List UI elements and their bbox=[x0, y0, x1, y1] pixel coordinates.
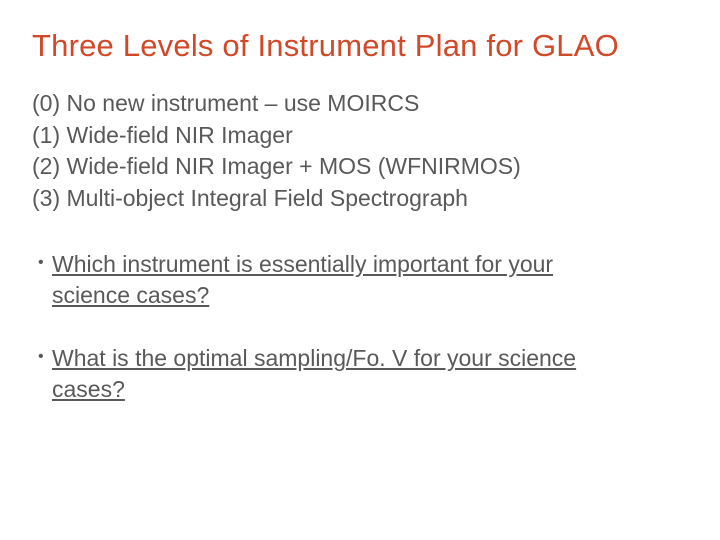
item-number: (2) bbox=[32, 153, 60, 179]
numbered-list: (0) No new instrument – use MOIRCS (1) W… bbox=[32, 88, 688, 215]
underlined-text: Which instrument is essentially importan… bbox=[52, 251, 553, 277]
item-number: (3) bbox=[32, 185, 60, 211]
list-item: (0) No new instrument – use MOIRCS bbox=[32, 88, 688, 120]
item-number: (1) bbox=[32, 122, 60, 148]
item-text: No new instrument – use MOIRCS bbox=[67, 90, 420, 116]
bullet-list: • Which instrument is essentially import… bbox=[32, 249, 688, 405]
item-text: Wide-field NIR Imager bbox=[67, 122, 293, 148]
underlined-text: What is the optimal sampling/Fo. V for y… bbox=[52, 345, 576, 371]
bullet-text: What is the optimal sampling/Fo. V for y… bbox=[52, 343, 688, 405]
item-number: (0) bbox=[32, 90, 60, 116]
list-item: • Which instrument is essentially import… bbox=[32, 249, 688, 311]
list-item: (3) Multi-object Integral Field Spectrog… bbox=[32, 183, 688, 215]
bullet-icon: • bbox=[38, 343, 52, 405]
slide-title: Three Levels of Instrument Plan for GLAO bbox=[32, 28, 688, 64]
bullet-icon: • bbox=[38, 249, 52, 311]
item-text: Multi-object Integral Field Spectrograph bbox=[67, 185, 468, 211]
list-item: (2) Wide-field NIR Imager + MOS (WFNIRMO… bbox=[32, 151, 688, 183]
bullet-text: Which instrument is essentially importan… bbox=[52, 249, 688, 311]
underlined-text: cases? bbox=[52, 376, 125, 402]
underlined-text: science cases? bbox=[52, 282, 209, 308]
list-item: • What is the optimal sampling/Fo. V for… bbox=[32, 343, 688, 405]
item-text: Wide-field NIR Imager + MOS (WFNIRMOS) bbox=[67, 153, 521, 179]
list-item: (1) Wide-field NIR Imager bbox=[32, 120, 688, 152]
